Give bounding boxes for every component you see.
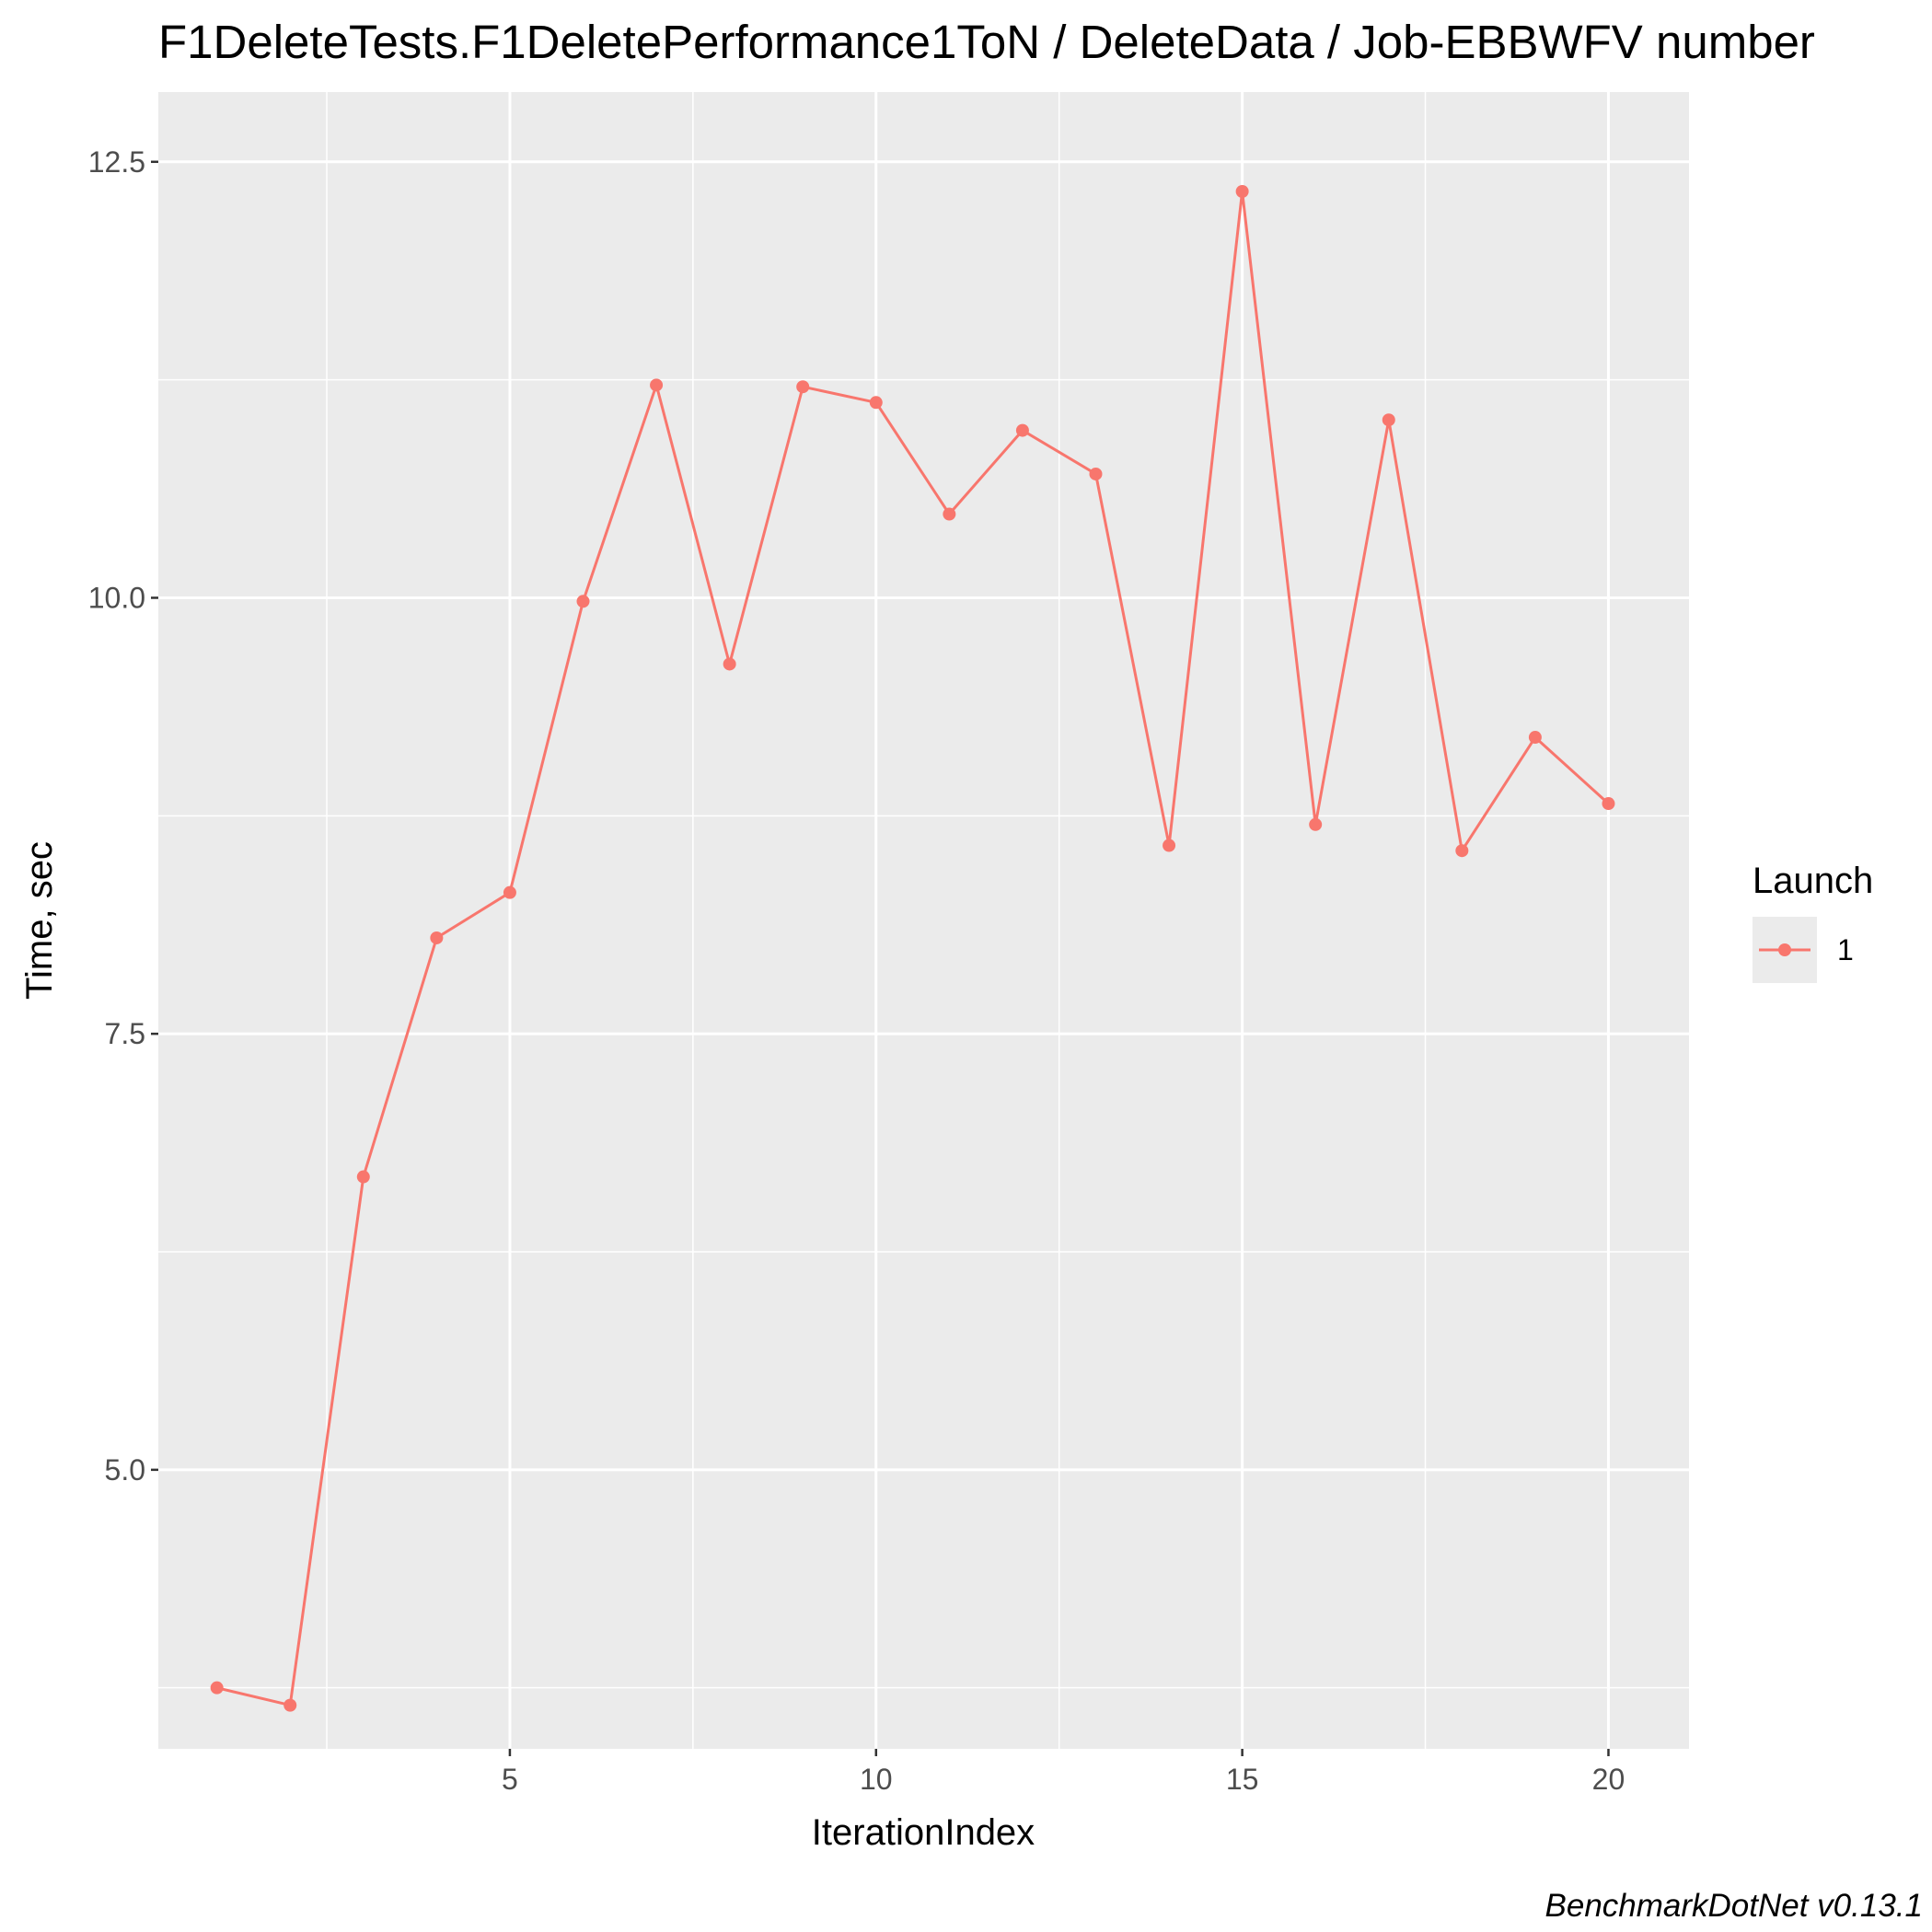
legend-key-point — [1778, 943, 1791, 956]
data-point — [210, 1681, 224, 1695]
data-point — [1382, 413, 1395, 427]
data-point — [1163, 839, 1176, 852]
legend-label: 1 — [1837, 933, 1854, 966]
caption: BenchmarkDotNet v0.13.1 — [1545, 1888, 1923, 1924]
chart-title: F1DeleteTests.F1DeletePerformance1ToN / … — [158, 16, 1815, 68]
legend-item: 1 — [1753, 917, 1854, 983]
data-point — [1602, 797, 1615, 811]
data-point — [503, 885, 516, 899]
data-point — [283, 1698, 297, 1712]
x-tick-label: 20 — [1592, 1763, 1625, 1796]
plot-panel — [158, 92, 1689, 1749]
grid-major — [158, 92, 1689, 1749]
series-lines — [216, 190, 1610, 1707]
series-line — [216, 190, 1610, 1707]
data-point — [1528, 731, 1542, 745]
legend-title: Launch — [1753, 861, 1873, 901]
x-axis-title: IterationIndex — [812, 1812, 1035, 1853]
data-point — [430, 931, 444, 944]
series-points — [210, 185, 1615, 1712]
data-point — [796, 380, 810, 394]
data-point — [943, 507, 956, 521]
y-tick-label: 7.5 — [105, 1017, 145, 1050]
y-axis-ticks: 5.0 7.5 10.0 12.5 — [88, 145, 158, 1487]
x-tick-label: 5 — [502, 1763, 518, 1796]
legend: Launch 1 — [1753, 861, 1873, 983]
x-tick-label: 15 — [1226, 1763, 1259, 1796]
y-tick-label: 12.5 — [88, 145, 145, 179]
data-point — [650, 378, 664, 392]
data-point — [356, 1170, 370, 1184]
y-tick-label: 5.0 — [105, 1453, 145, 1487]
x-tick-label: 10 — [860, 1763, 893, 1796]
data-point — [1309, 817, 1323, 831]
y-tick-label: 10.0 — [88, 581, 145, 614]
x-axis-ticks: 5 10 15 20 — [502, 1749, 1625, 1796]
data-point — [1089, 467, 1103, 480]
data-point — [723, 657, 736, 671]
data-point — [1455, 844, 1469, 858]
legend-items: 1 — [1753, 917, 1854, 983]
data-point — [1235, 185, 1249, 198]
data-point — [576, 595, 590, 608]
y-axis-title: Time, sec — [19, 841, 60, 1000]
grid-minor — [158, 92, 1689, 1749]
data-point — [1015, 423, 1029, 437]
data-point — [869, 396, 883, 410]
